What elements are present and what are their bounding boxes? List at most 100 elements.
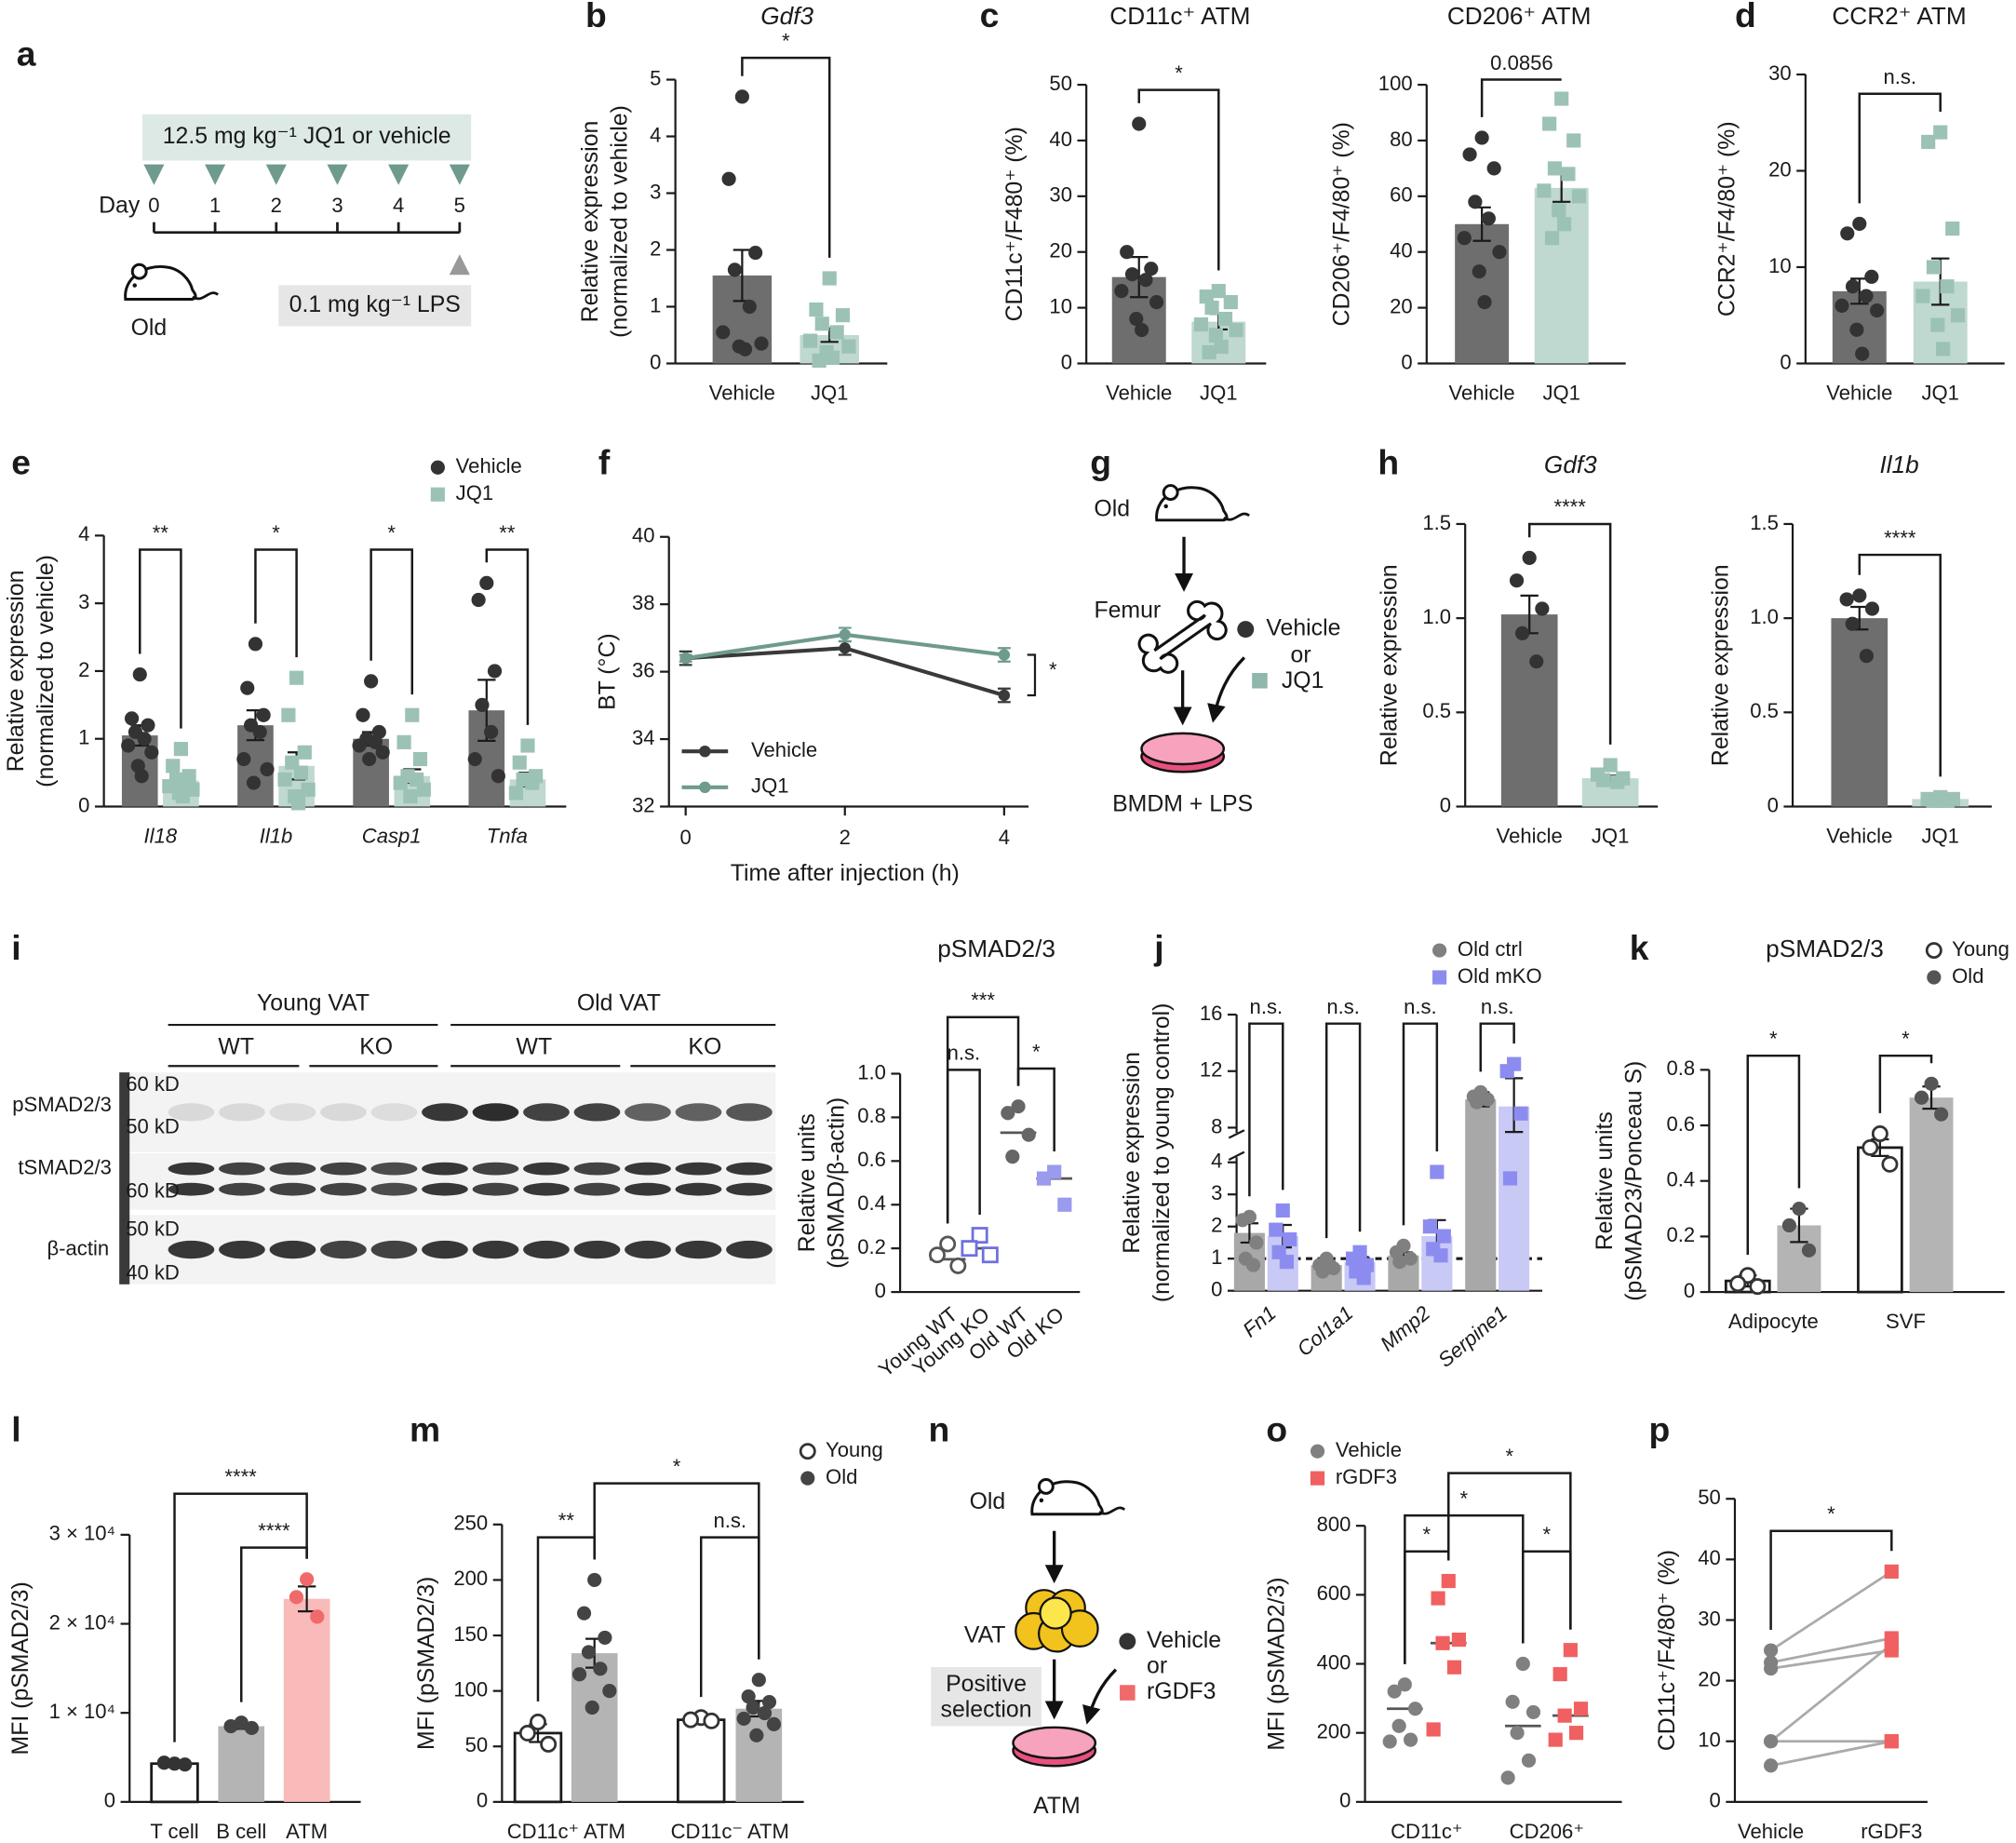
- point: [1515, 626, 1530, 640]
- y-tick-label: 1.0: [1750, 605, 1779, 628]
- point: [1729, 1275, 1747, 1293]
- point: [1764, 1734, 1779, 1749]
- significance-label: *: [1032, 1040, 1041, 1063]
- panel-letter: j: [1153, 928, 1163, 967]
- point: [1801, 1243, 1817, 1258]
- point: [1513, 1106, 1528, 1121]
- point: [520, 738, 535, 753]
- x-tick-label: Vehicle: [1738, 1820, 1804, 1843]
- point: [1921, 134, 1936, 150]
- y-tick-label: 30: [1698, 1607, 1721, 1630]
- blot-band: [675, 1240, 722, 1259]
- y-tick-label: 38: [632, 591, 655, 614]
- pair-line: [1769, 1570, 1893, 1652]
- bar: [677, 1718, 726, 1804]
- point: [289, 1590, 304, 1605]
- y-tick-label: 4: [650, 123, 661, 146]
- point: [1138, 273, 1153, 288]
- y-tick-label: 800: [1317, 1513, 1351, 1536]
- significance-bracket: [1746, 1054, 1801, 1256]
- point: [1132, 116, 1147, 131]
- legend-label: Young: [1952, 937, 2009, 961]
- point: [1480, 1092, 1495, 1107]
- blot-band: [523, 1103, 570, 1122]
- pair-line: [1770, 1740, 1892, 1768]
- y-axis-label: BT (°C): [595, 633, 620, 710]
- bar: [1909, 1097, 1954, 1293]
- point: [405, 707, 420, 722]
- point: [1510, 1726, 1525, 1741]
- y-axis-label: CD206⁺/F4/80⁺ (%): [1330, 122, 1355, 326]
- blot-band: [726, 1162, 773, 1176]
- legend-marker: [799, 1443, 816, 1460]
- point: [1502, 1171, 1518, 1186]
- y-tick-label: 8: [1211, 1114, 1222, 1137]
- ladder: [119, 1072, 130, 1285]
- y-tick-label: 2: [650, 236, 661, 260]
- point: [581, 1645, 597, 1660]
- point: [682, 1711, 700, 1729]
- point: [244, 1720, 260, 1736]
- y-tick-label: 150: [453, 1622, 488, 1646]
- significance-bracket: [370, 548, 414, 695]
- mouse-icon: [124, 262, 219, 301]
- x-tick-label: JQ1: [1921, 381, 1958, 404]
- point: [1457, 231, 1472, 246]
- blot-band: [523, 1240, 570, 1259]
- y-tick-label: 10: [1698, 1729, 1721, 1752]
- blot-band: [726, 1182, 773, 1196]
- point: [393, 775, 408, 790]
- point: [1522, 550, 1537, 565]
- x-tick-label: Col1a1: [1293, 1301, 1358, 1361]
- point: [1397, 1677, 1412, 1692]
- size-marker: 50 kD: [126, 1114, 180, 1137]
- y-axis-label: (normalized to vehicle): [34, 555, 59, 787]
- dish-label: ATM: [1033, 1794, 1081, 1819]
- legend-marker: [1432, 943, 1447, 958]
- point: [1492, 245, 1507, 260]
- x-tick-label: JQ1: [1542, 381, 1579, 404]
- significance-label: *: [387, 521, 396, 545]
- y-tick-label: 0.2: [1667, 1223, 1696, 1246]
- blot-band: [370, 1103, 418, 1122]
- point: [396, 734, 411, 749]
- significance-label: n.s.: [1481, 995, 1514, 1018]
- point: [1840, 226, 1855, 241]
- mouse-icon: [1030, 1478, 1126, 1516]
- y-tick-label: 20: [1698, 1667, 1721, 1690]
- mouse-eye: [1163, 504, 1168, 509]
- point: [156, 1756, 171, 1770]
- point: [1269, 1222, 1284, 1237]
- dose-marker: [388, 164, 410, 185]
- y-axis-label: (pSMAD23/Ponceau S): [1622, 1061, 1647, 1301]
- point: [1610, 774, 1625, 789]
- point: [1036, 1171, 1052, 1186]
- point: [1500, 1770, 1515, 1785]
- significance-bracket: [1324, 1022, 1362, 1239]
- blot-band: [625, 1162, 671, 1176]
- point: [364, 674, 379, 689]
- point: [300, 1572, 315, 1587]
- significance-label: **: [499, 521, 516, 545]
- point: [1359, 1258, 1375, 1272]
- point: [1548, 1732, 1563, 1747]
- significance-bracket: [1858, 553, 1942, 777]
- significance-bracket: [1248, 1022, 1284, 1197]
- day-number: 1: [209, 194, 221, 217]
- point: [1571, 189, 1587, 204]
- y-tick-label: 30: [1049, 183, 1072, 207]
- panel-letter: k: [1630, 928, 1649, 967]
- y-tick-label: 32: [632, 793, 655, 816]
- genotype-label: WT: [517, 1034, 553, 1059]
- panel-letter: i: [11, 928, 20, 967]
- legend-label: Old: [1952, 964, 1983, 988]
- significance-bracket: [1027, 653, 1037, 697]
- point: [751, 1673, 766, 1688]
- panel-letter: g: [1090, 442, 1111, 481]
- point: [736, 1711, 751, 1727]
- point: [1435, 1635, 1450, 1650]
- y-tick-label: 0: [1767, 793, 1779, 816]
- point: [1573, 1702, 1589, 1716]
- significance-bracket: [254, 548, 298, 658]
- point: [1481, 211, 1496, 226]
